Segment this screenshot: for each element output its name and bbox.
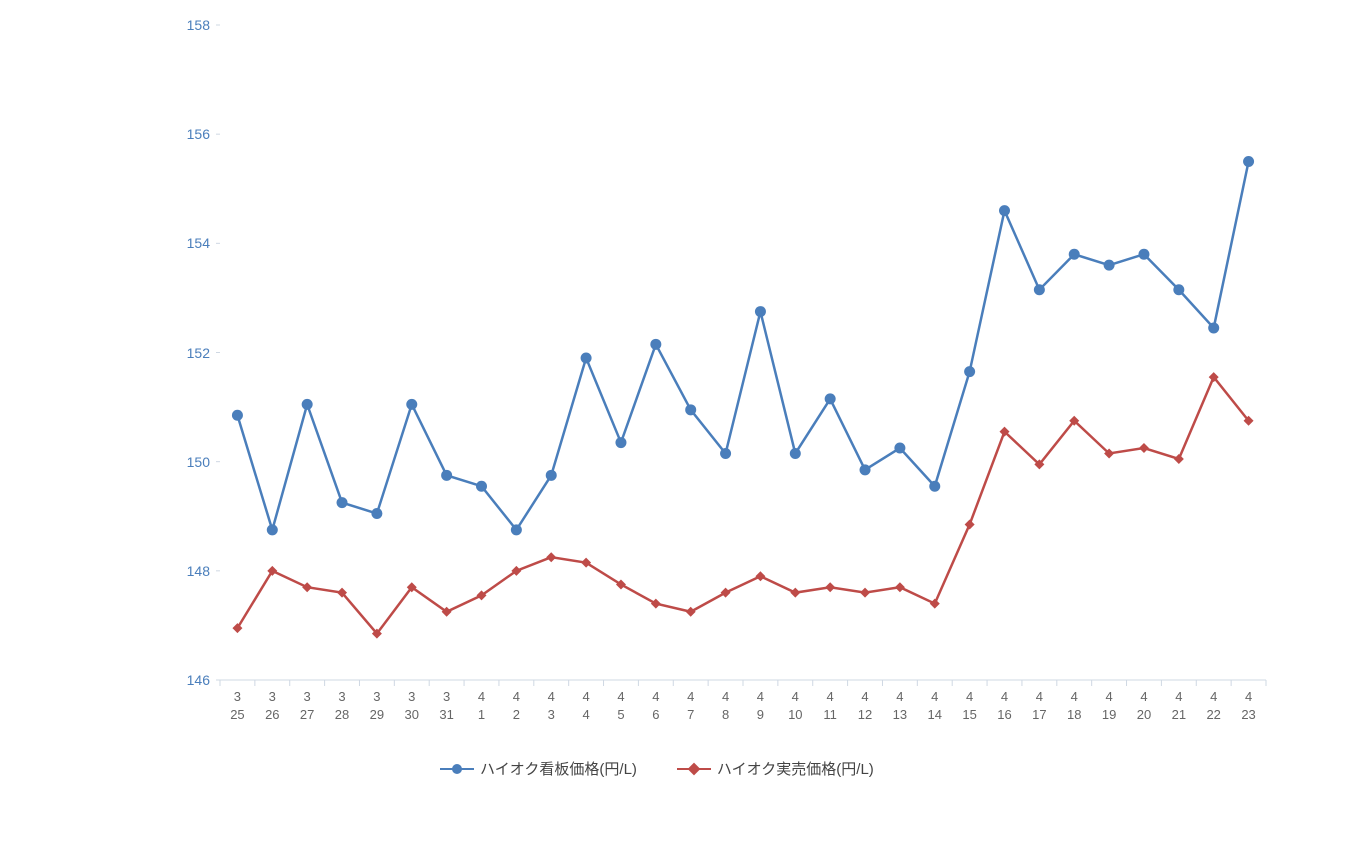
x-tick-label: 4 10 [788,688,802,724]
x-tick-label: 4 6 [652,688,659,724]
x-tick-label: 4 14 [928,688,942,724]
x-tick-label: 4 19 [1102,688,1116,724]
diamond-marker-icon [688,762,701,775]
legend-label: ハイオク実売価格(円/L) [717,758,874,779]
y-tick-label: 150 [150,454,210,470]
x-tick-label: 4 2 [513,688,520,724]
x-tick-label: 4 12 [858,688,872,724]
x-tick-label: 4 5 [617,688,624,724]
y-tick-label: 146 [150,672,210,688]
x-tick-label: 4 17 [1032,688,1046,724]
x-tick-label: 3 31 [439,688,453,724]
legend-label: ハイオク看板価格(円/L) [480,758,637,779]
x-tick-label: 4 21 [1172,688,1186,724]
x-tick-label: 4 13 [893,688,907,724]
x-tick-label: 4 1 [478,688,485,724]
x-tick-label: 3 29 [370,688,384,724]
y-tick-label: 156 [150,126,210,142]
x-tick-label: 4 20 [1137,688,1151,724]
x-tick-label: 4 11 [823,688,837,724]
price-line-chart: 146 148 150 152 154 156 158 3 25 3 26 3 27 3 28 3 … [0,0,1350,844]
x-tick-label: 4 16 [997,688,1011,724]
x-tick-label: 4 9 [757,688,764,724]
x-tick-label: 4 7 [687,688,694,724]
y-tick-label: 148 [150,563,210,579]
y-tick-label: 152 [150,345,210,361]
x-tick-label: 4 18 [1067,688,1081,724]
x-tick-label: 3 28 [335,688,349,724]
x-tick-label: 4 15 [962,688,976,724]
y-tick-label: 154 [150,235,210,251]
legend-item: ハイオク実売価格(円/L) [677,758,874,779]
x-tick-label: 4 22 [1206,688,1220,724]
x-tick-label: 3 25 [230,688,244,724]
y-tick-label: 158 [150,17,210,33]
legend-swatch [440,768,474,770]
legend: ハイオク看板価格(円/L) ハイオク実売価格(円/L) [440,758,874,779]
x-tick-label: 4 4 [582,688,589,724]
x-tick-label: 4 8 [722,688,729,724]
circle-marker-icon [452,764,462,774]
x-tick-label: 3 27 [300,688,314,724]
legend-swatch [677,768,711,770]
x-tick-label: 4 23 [1241,688,1255,724]
x-tick-label: 3 26 [265,688,279,724]
legend-item: ハイオク看板価格(円/L) [440,758,637,779]
x-tick-label: 3 30 [405,688,419,724]
x-tick-label: 4 3 [548,688,555,724]
